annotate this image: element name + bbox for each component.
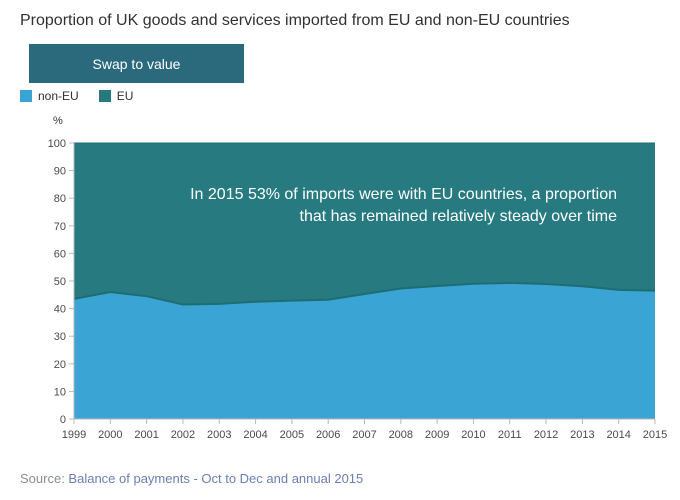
x-tick-label: 2005 xyxy=(280,429,304,441)
x-tick-label: 2013 xyxy=(570,429,594,441)
data-point-non-eu[interactable] xyxy=(471,282,475,286)
x-tick-label: 2014 xyxy=(606,429,630,441)
x-tick-label: 2006 xyxy=(316,429,340,441)
data-point-non-eu[interactable] xyxy=(217,302,221,306)
y-tick-label: 20 xyxy=(54,359,66,371)
legend-label-non-eu: non-EU xyxy=(38,89,79,103)
data-point-non-eu[interactable] xyxy=(580,284,584,288)
legend: non-EU EU xyxy=(20,89,153,103)
x-tick-label: 2015 xyxy=(643,429,667,441)
x-tick-label: 2002 xyxy=(171,429,195,441)
data-point-non-eu[interactable] xyxy=(617,288,621,292)
y-tick-label: 40 xyxy=(54,304,66,316)
x-tick-label: 2012 xyxy=(534,429,558,441)
legend-label-eu: EU xyxy=(116,89,134,103)
data-point-non-eu[interactable] xyxy=(544,282,548,286)
x-tick-label: 2011 xyxy=(498,429,522,441)
x-tick-label: 2000 xyxy=(98,429,122,441)
legend-swatch-eu xyxy=(98,90,111,102)
area-non-eu xyxy=(74,282,655,419)
data-point-non-eu[interactable] xyxy=(108,290,112,294)
y-tick-label: 0 xyxy=(60,414,66,426)
area-eu xyxy=(74,143,655,305)
x-tick-label: 2004 xyxy=(243,429,267,441)
data-point-non-eu[interactable] xyxy=(254,300,258,304)
x-tick-label: 1999 xyxy=(62,429,86,441)
y-tick-label: 10 xyxy=(54,386,66,398)
source-prefix: Source: xyxy=(20,471,69,486)
y-tick-label: 50 xyxy=(54,276,66,288)
annotation-line-2: that has remained relatively steady over… xyxy=(300,208,618,225)
chart-title: Proportion of UK goods and services impo… xyxy=(20,12,570,29)
legend-item-non-eu[interactable]: non-EU xyxy=(20,89,79,103)
y-tick-label: 70 xyxy=(54,221,66,233)
swap-to-value-button[interactable]: Swap to value xyxy=(29,44,244,83)
y-tick-label: 90 xyxy=(54,166,66,178)
y-tick-label: 30 xyxy=(54,331,66,343)
data-point-non-eu[interactable] xyxy=(508,281,512,285)
x-tick-label: 2008 xyxy=(389,429,413,441)
y-axis-unit-label: % xyxy=(53,115,63,127)
data-point-non-eu[interactable] xyxy=(181,302,185,306)
y-tick-label: 80 xyxy=(54,193,66,205)
source-link[interactable]: Balance of payments - Oct to Dec and ann… xyxy=(68,471,364,486)
data-point-non-eu[interactable] xyxy=(145,294,149,298)
annotation-line-1: In 2015 53% of imports were with EU coun… xyxy=(190,186,617,203)
x-tick-label: 2010 xyxy=(461,429,485,441)
legend-swatch-non-eu xyxy=(20,90,32,102)
x-tick-label: 2009 xyxy=(425,429,449,441)
data-point-non-eu[interactable] xyxy=(363,292,367,296)
y-tick-label: 100 xyxy=(48,138,66,150)
x-tick-label: 2003 xyxy=(207,429,231,441)
data-point-non-eu[interactable] xyxy=(653,289,657,293)
series-line-non-eu xyxy=(73,281,656,306)
legend-item-eu[interactable]: EU xyxy=(98,89,134,103)
x-tick-label: 2001 xyxy=(134,429,158,441)
x-tick-label: 2007 xyxy=(352,429,376,441)
source-note: Source: Balance of payments - Oct to Dec… xyxy=(20,471,363,486)
data-point-non-eu[interactable] xyxy=(326,298,330,302)
area-chart: 0 10 20 30 40 50 60 70 80 90 100 1999 2000 2001 2002 2… xyxy=(48,138,668,441)
data-point-non-eu[interactable] xyxy=(290,299,294,303)
data-point-non-eu[interactable] xyxy=(399,286,403,290)
y-tick-label: 60 xyxy=(54,248,66,260)
data-point-non-eu[interactable] xyxy=(435,284,439,288)
